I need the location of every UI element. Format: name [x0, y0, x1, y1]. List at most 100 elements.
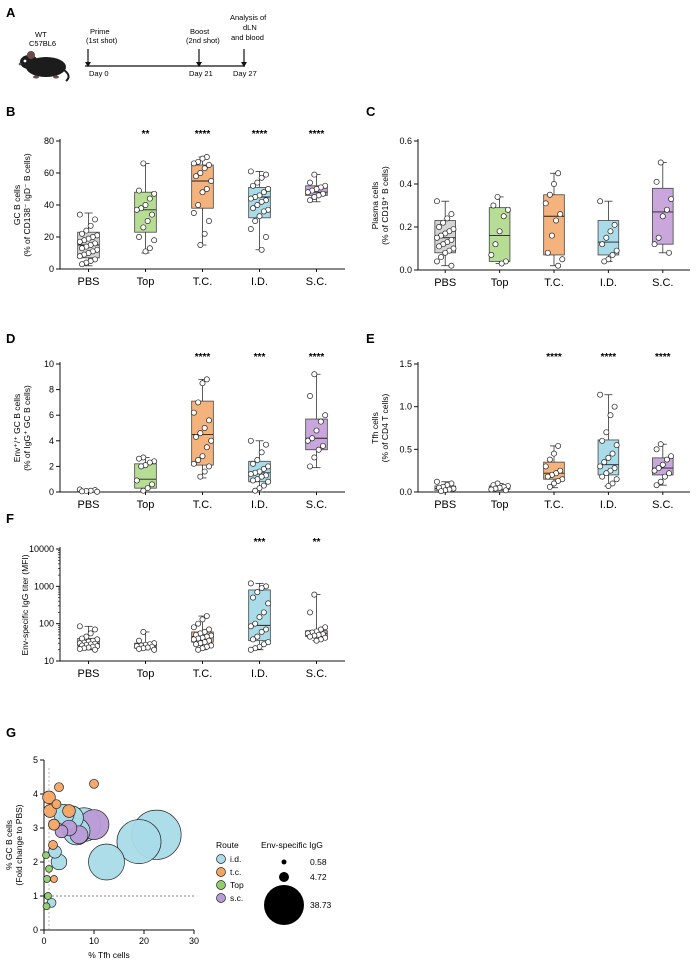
data-point — [197, 242, 204, 248]
data-point — [555, 170, 562, 177]
data-point — [488, 251, 495, 258]
x-category-label: Top — [491, 277, 509, 289]
data-point — [87, 630, 94, 637]
y-tick-label: 0.2 — [399, 222, 412, 232]
y-tick-label: 20 — [44, 232, 54, 242]
data-point — [307, 179, 313, 186]
event-prime-day: Day 0 — [89, 69, 109, 78]
data-point — [197, 473, 204, 480]
event-prime-subtitle: (1st shot) — [86, 36, 118, 45]
data-point — [311, 454, 318, 461]
data-point — [151, 190, 158, 197]
box-pbs — [76, 486, 101, 495]
data-point — [448, 262, 455, 269]
y-axis-label-line1: % GC B cells — [4, 820, 14, 870]
y-tick-label: 100 — [39, 619, 54, 629]
data-point — [546, 456, 553, 463]
data-point — [247, 471, 254, 478]
box-tc — [190, 613, 215, 653]
data-point — [492, 241, 499, 248]
y-axis-label-line2: (Fold change to PBS) — [14, 804, 24, 885]
panel-letter-a: A — [6, 5, 16, 20]
x-tick-label: 30 — [189, 936, 199, 946]
data-point — [597, 198, 604, 205]
box-tc — [542, 170, 566, 269]
data-point — [203, 444, 210, 451]
legend-route-label: i.d. — [230, 854, 241, 864]
event-analysis-line1: Analysis of — [230, 13, 267, 22]
data-point — [655, 234, 662, 241]
x-category-label: S.C. — [306, 499, 327, 511]
x-category-label: Top — [137, 668, 155, 680]
data-point — [653, 178, 660, 185]
data-point — [555, 477, 562, 484]
data-point — [546, 483, 553, 490]
data-point — [546, 191, 553, 198]
y-tick-label: 1 — [33, 891, 38, 901]
data-point — [500, 213, 507, 220]
legend-route-label: Top — [230, 880, 244, 890]
data-point — [206, 162, 212, 168]
y-tick-label: 2 — [33, 857, 38, 867]
data-point — [208, 178, 215, 184]
data-point — [438, 254, 445, 261]
box-tc — [542, 442, 566, 490]
data-point — [613, 247, 620, 254]
box-id — [247, 168, 272, 253]
y-axis-label-line1: Env-specific IgG titer (MFI) — [20, 554, 30, 655]
y-tick-label: 0.0 — [399, 265, 412, 275]
data-point — [203, 376, 210, 383]
data-point — [76, 646, 83, 652]
y-tick-label: 3 — [33, 823, 38, 833]
significance-label: **** — [655, 352, 671, 363]
bubble-tc — [50, 875, 58, 883]
data-point — [76, 623, 83, 630]
data-point — [307, 463, 313, 470]
data-point — [199, 453, 206, 460]
data-point — [551, 480, 557, 487]
data-point — [252, 487, 259, 494]
event-analysis-day: Day 27 — [233, 69, 257, 78]
y-tick-label: 0.4 — [399, 179, 412, 189]
data-point — [613, 476, 620, 483]
y-tick-label: 4 — [33, 789, 38, 799]
data-point — [136, 455, 142, 462]
panel-d-env-gc-b-cells: D 0 2 4 6 8 10 Env⁺/⁺ GC B cells (% of IgG⁺ GC … — [6, 331, 345, 511]
box-id — [597, 198, 620, 265]
box-sc — [304, 591, 329, 644]
y-tick-label: 1.0 — [399, 402, 412, 412]
panel-letter-e: E — [366, 331, 375, 346]
x-category-label: T.C. — [193, 668, 213, 680]
x-tick-label: 20 — [139, 936, 149, 946]
data-point — [254, 589, 261, 596]
data-point — [250, 460, 256, 467]
data-point — [307, 197, 313, 204]
data-point — [313, 637, 320, 644]
data-point — [136, 234, 142, 240]
y-tick-label: 8 — [49, 385, 54, 395]
event-boost: Boost (2nd shot) Day 21 — [186, 27, 220, 78]
data-point — [92, 216, 98, 223]
y-tick-label: 4 — [49, 436, 54, 446]
data-point — [597, 463, 604, 470]
data-point — [256, 213, 263, 220]
mouse-strain-label-1: WT — [35, 30, 47, 39]
x-category-label: T.C. — [193, 276, 213, 288]
data-point — [317, 418, 324, 425]
data-point — [92, 646, 98, 653]
data-point — [144, 218, 151, 224]
data-point — [254, 457, 261, 463]
data-point — [260, 482, 267, 489]
panel-letter-b: B — [6, 104, 15, 119]
x-category-label: S.C. — [306, 276, 327, 288]
data-point — [666, 470, 672, 477]
data-point — [250, 182, 256, 189]
legend-route-label: s.c. — [230, 893, 243, 903]
data-point — [195, 399, 202, 406]
data-point — [151, 646, 158, 653]
data-point — [601, 459, 608, 466]
box-top — [488, 480, 511, 494]
data-point — [668, 196, 675, 202]
legend-swatch — [216, 880, 226, 890]
